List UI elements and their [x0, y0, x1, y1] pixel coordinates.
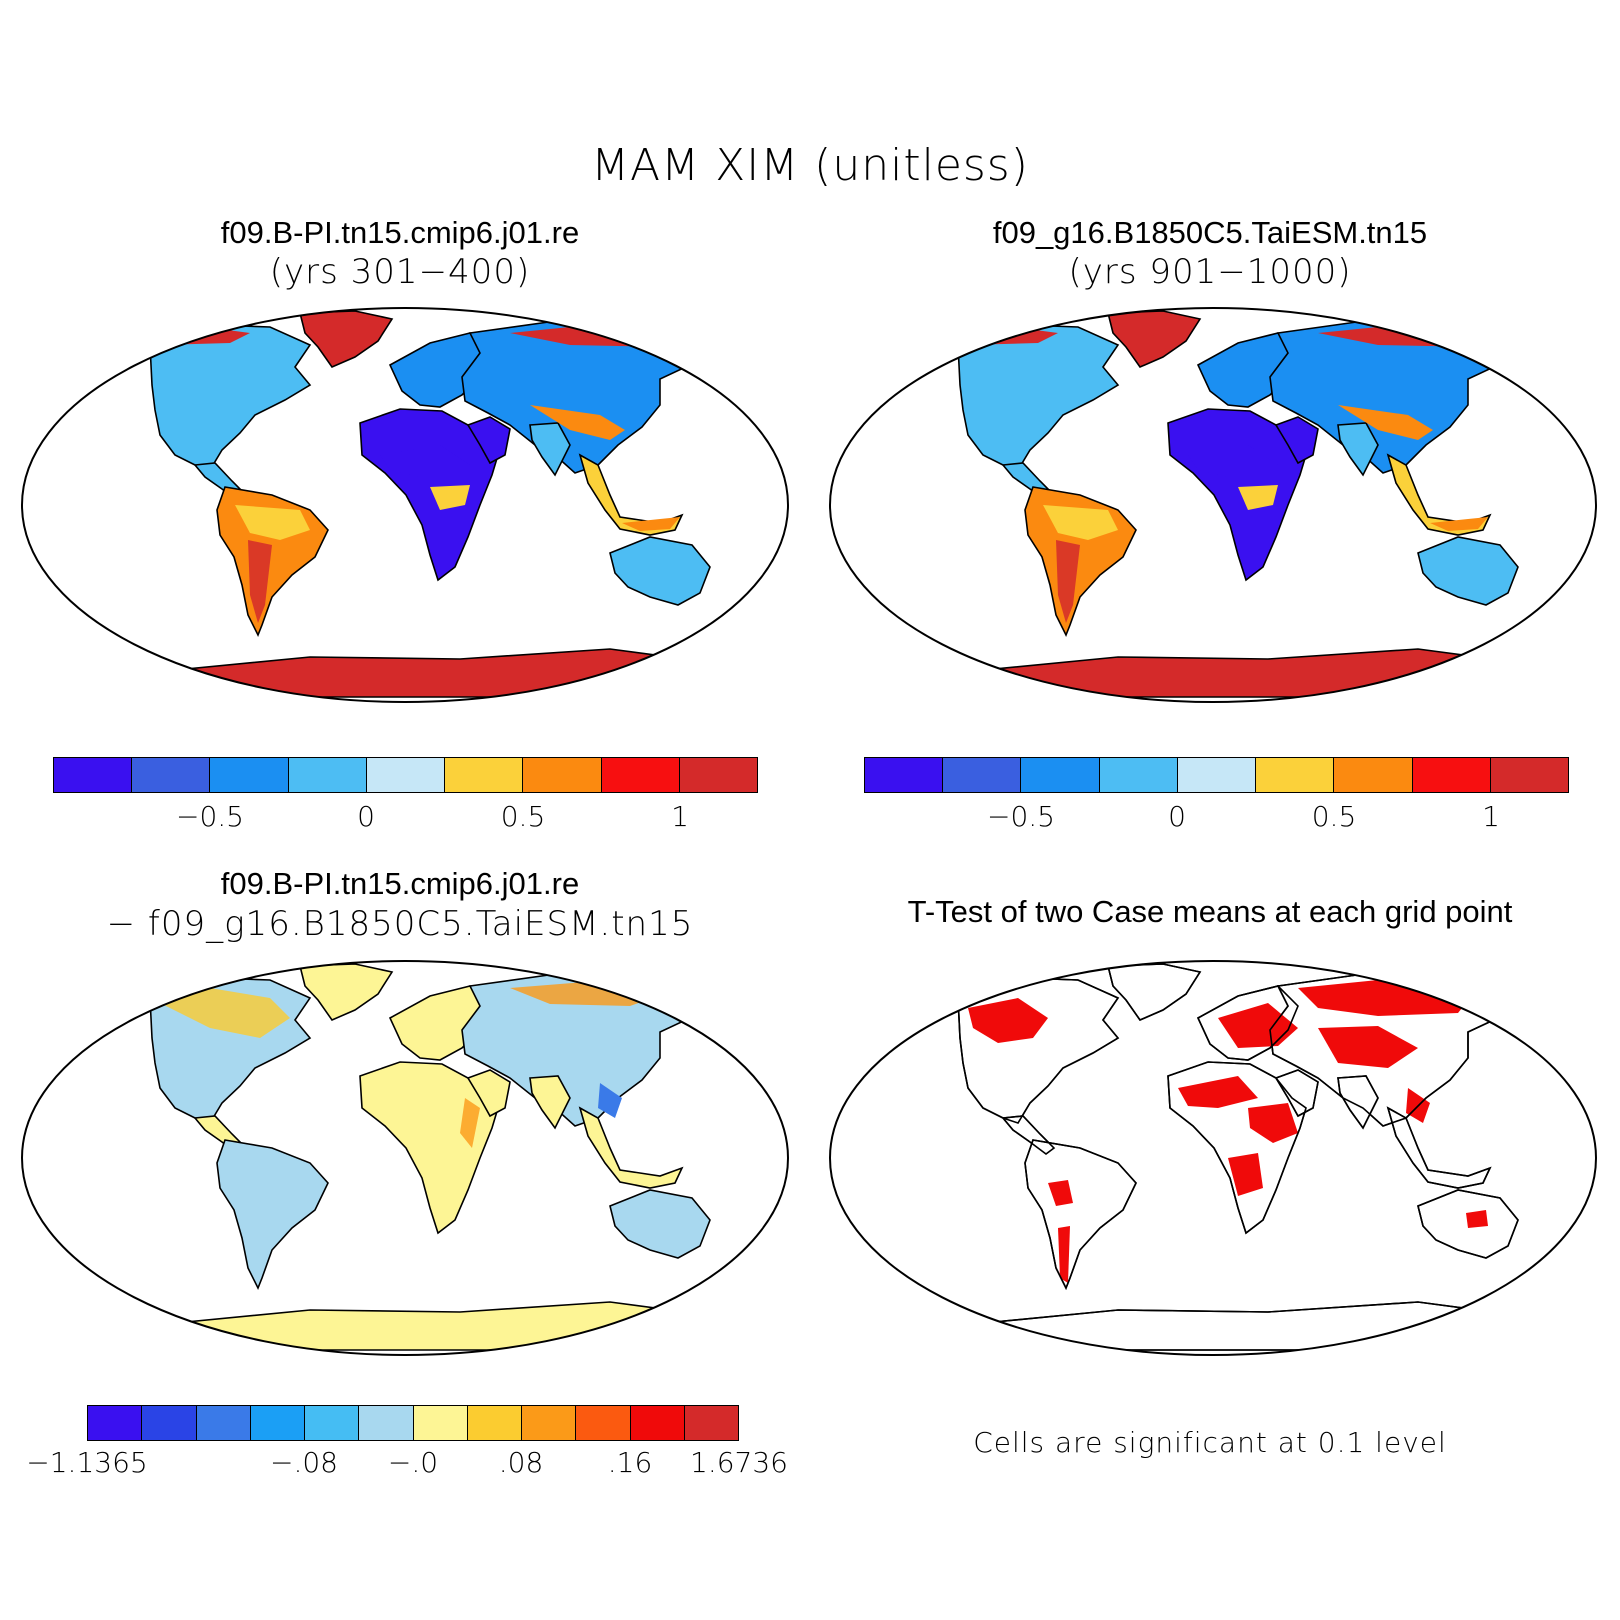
cbar-bl-label-2: −.08: [270, 1446, 338, 1479]
colorbar-swatch: [305, 1406, 360, 1440]
continent-india: [529, 422, 571, 477]
colorbar-swatch: [1334, 758, 1413, 792]
cbar-tr-label-2: 0: [1168, 800, 1186, 833]
colorbar-swatch: [1177, 758, 1257, 792]
colorbar-top-right: [864, 757, 1569, 793]
figure-title: MAM XIM (unitless): [591, 140, 1029, 191]
colorbar-top-left: [53, 757, 758, 793]
cbar-bl-label-1: −1.1365: [26, 1446, 148, 1479]
colorbar-swatch: [576, 1406, 631, 1440]
continent-india: [529, 1075, 571, 1130]
map-top-left: [21, 307, 789, 703]
colorbar-swatch: [1490, 758, 1568, 792]
continent-australia: [609, 536, 711, 606]
colorbar-swatch: [54, 758, 133, 792]
colorbar-swatch: [1021, 758, 1100, 792]
map-top-right: [829, 307, 1597, 703]
colorbar-swatch: [445, 758, 524, 792]
colorbar-swatch: [132, 758, 211, 792]
significant-region: [968, 998, 1048, 1043]
colorbar-swatch: [288, 758, 367, 792]
continent-africa: [359, 1061, 499, 1235]
continent-seAsia: [578, 1106, 684, 1189]
continent-seAsia: [578, 453, 684, 536]
colorbar-swatch: [88, 1406, 143, 1440]
significant-region: [1058, 1226, 1070, 1283]
continent-southAmerica: [216, 1139, 329, 1290]
colorbar-swatch: [210, 758, 289, 792]
continent-africa: [1167, 408, 1307, 582]
colorbar-swatch: [196, 1406, 251, 1440]
significant-region: [1248, 1103, 1298, 1143]
significant-region: [1228, 1153, 1263, 1196]
continent-arabia: [466, 416, 511, 465]
cbar-tl-label-4: 1: [671, 800, 689, 833]
cbar-tr-label-4: 1: [1482, 800, 1500, 833]
cbar-bl-label-5: .16: [607, 1446, 653, 1479]
cbar-bl-label-6: 1.6736: [690, 1446, 788, 1479]
cbar-bl-label-3: −.0: [387, 1446, 439, 1479]
colorbar-swatch: [943, 758, 1022, 792]
significant-region: [1466, 1210, 1488, 1228]
significant-region: [1048, 1180, 1073, 1206]
map-bottom-right: [829, 960, 1597, 1356]
colorbar-swatch: [366, 758, 446, 792]
colorbar-swatch: [250, 1406, 305, 1440]
continent-greenland: [298, 310, 394, 368]
cbar-tl-label-1: −0.5: [176, 800, 244, 833]
map-bottom-left: [21, 960, 789, 1356]
continent-greenland: [1106, 310, 1202, 368]
cbar-tr-label-1: −0.5: [987, 800, 1055, 833]
panel-bl-subtitle: − f09_g16.B1850C5.TaiESM.tn15: [106, 904, 694, 944]
continent-northAmerica: [149, 324, 312, 471]
cbar-bl-label-4: .08: [498, 1446, 544, 1479]
cbar-tl-label-3: 0.5: [500, 800, 546, 833]
colorbar-swatch: [865, 758, 944, 792]
colorbar-swatch: [467, 1406, 522, 1440]
colorbar-swatch: [522, 1406, 577, 1440]
colorbar-swatch: [1099, 758, 1178, 792]
continent-northAmerica: [957, 324, 1120, 471]
colorbar-swatch: [1256, 758, 1335, 792]
significance-note: Cells are significant at 0.1 level: [973, 1426, 1447, 1459]
panel-tr-subtitle: (yrs 901−1000): [1068, 252, 1352, 292]
panel-tl-title: f09.B-PI.tn15.cmip6.j01.re: [220, 215, 580, 250]
continent-arabia: [466, 1069, 511, 1118]
panel-bl-title: f09.B-PI.tn15.cmip6.j01.re: [220, 866, 580, 901]
continent-australia: [1417, 536, 1519, 606]
significant-region: [1218, 1003, 1298, 1048]
colorbar-bottom-left: [87, 1405, 739, 1441]
panel-br-title: T-Test of two Case means at each grid po…: [907, 894, 1513, 929]
colorbar-swatch: [523, 758, 602, 792]
panel-tl-subtitle: (yrs 301−400): [269, 252, 531, 292]
continent-arabia: [1274, 416, 1319, 465]
continent-seAsia: [1386, 453, 1492, 536]
continent-australia: [609, 1189, 711, 1259]
cbar-tl-label-2: 0: [357, 800, 375, 833]
cbar-tr-label-3: 0.5: [1311, 800, 1357, 833]
colorbar-swatch: [679, 758, 757, 792]
colorbar-swatch: [142, 1406, 197, 1440]
continent-greenland: [298, 963, 394, 1021]
continent-africa: [359, 408, 499, 582]
colorbar-swatch: [413, 1406, 468, 1440]
significant-region: [1178, 1076, 1258, 1108]
colorbar-swatch: [601, 758, 680, 792]
panel-tr-title: f09_g16.B1850C5.TaiESM.tn15: [992, 215, 1428, 250]
continent-india: [1337, 422, 1379, 477]
colorbar-swatch: [1412, 758, 1491, 792]
significant-region: [1318, 1026, 1418, 1068]
colorbar-swatch: [684, 1406, 738, 1440]
colorbar-swatch: [630, 1406, 685, 1440]
colorbar-swatch: [359, 1406, 414, 1440]
